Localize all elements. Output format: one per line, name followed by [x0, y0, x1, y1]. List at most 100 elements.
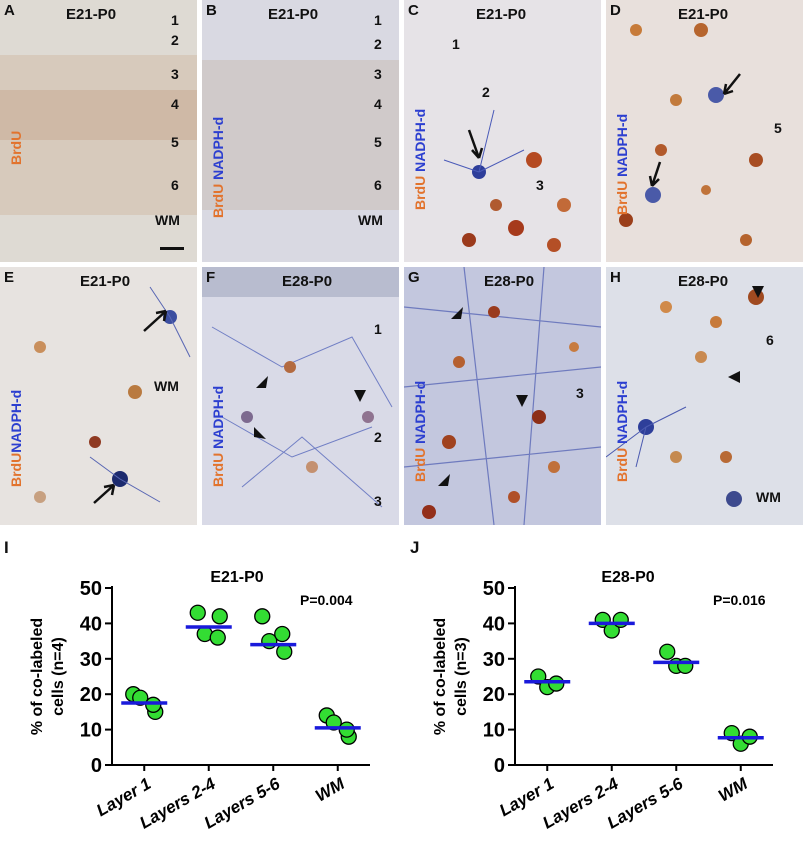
panel-i-label: I — [4, 538, 9, 557]
arrowhead-icon — [254, 427, 266, 439]
data-point — [338, 721, 355, 738]
chart-title: E28-P0 — [601, 569, 654, 586]
y-tick-label: 50 — [80, 578, 102, 600]
panel-e-image — [0, 267, 197, 525]
panel-c-image — [404, 0, 601, 262]
panel-g: G E28-P0 3 BrdU NADPH-d — [404, 267, 601, 525]
y-tick-label: 30 — [80, 649, 102, 671]
stain-label: BrdU NADPH-d — [412, 380, 428, 482]
x-tick-label: WM — [312, 774, 348, 806]
arrowhead-icon — [354, 390, 366, 402]
panel-d-title: E21-P0 — [678, 6, 729, 23]
data-point — [548, 675, 565, 692]
layer-label: 3 — [374, 493, 382, 509]
panel-f: F E28-P0 1 2 3 BrdU NADPH-d — [202, 267, 399, 525]
panel-h: H E28-P0 6 WM BrdU NADPH-d — [606, 267, 803, 525]
data-point — [274, 625, 291, 643]
panel-c-label: C — [408, 2, 419, 19]
stain-label: BrdU NADPH-d — [614, 113, 630, 215]
layer-label: 6 — [374, 177, 382, 193]
stain-label: BrdU — [8, 130, 24, 165]
panel-a-title: E21-P0 — [66, 6, 117, 23]
layer-label: 6 — [766, 332, 774, 348]
panel-f-label: F — [206, 269, 216, 286]
data-point — [209, 629, 226, 646]
panel-f-title: E28-P0 — [282, 273, 333, 290]
layer-label: WM — [756, 489, 781, 505]
y-tick-label: 10 — [483, 720, 505, 742]
stain-label: BrdU NADPH-d — [210, 385, 226, 487]
stain-label: BrdUNADPH-d — [8, 389, 24, 487]
data-point — [254, 608, 271, 625]
panel-d-label: D — [610, 2, 621, 19]
layer-label: 5 — [374, 134, 382, 150]
y-tick-label: 40 — [80, 613, 102, 635]
data-point — [145, 696, 162, 713]
p-value: P=0.016 — [713, 592, 766, 608]
panel-c-title: E21-P0 — [476, 6, 527, 23]
layer-label: 1 — [374, 321, 382, 337]
panel-b-title: E21-P0 — [268, 6, 319, 23]
arrowhead-icon — [752, 286, 764, 298]
y-tick-label: 50 — [483, 578, 505, 600]
panel-f-image — [202, 267, 399, 525]
y-axis-label: cells (n=3) — [453, 637, 470, 716]
layer-label: 5 — [774, 120, 782, 136]
layer-label: 2 — [171, 32, 179, 48]
layer-label: 2 — [482, 84, 490, 100]
panel-a-label: A — [4, 2, 15, 19]
layer-label: WM — [154, 378, 179, 394]
y-tick-label: 10 — [80, 720, 102, 742]
layer-label: 3 — [536, 177, 544, 193]
data-point — [211, 608, 228, 625]
y-axis-label: % of co-labeled — [432, 618, 449, 735]
scale-bar — [160, 247, 184, 250]
layer-label: 3 — [576, 385, 584, 401]
panel-j-label: J — [410, 538, 420, 557]
layer-label: 2 — [374, 429, 382, 445]
arrow-icon — [467, 129, 484, 159]
panel-e-title: E21-P0 — [80, 273, 131, 290]
y-tick-label: 20 — [483, 684, 505, 706]
arrowhead-icon — [438, 474, 450, 486]
arrow-icon — [722, 73, 741, 96]
panel-b: B E21-P0 1 2 3 4 5 6 WM BrdU NADPH-d — [202, 0, 399, 262]
panel-g-label: G — [408, 269, 420, 286]
y-tick-label: 30 — [483, 649, 505, 671]
y-tick-label: 0 — [91, 755, 102, 777]
panel-a-image — [0, 0, 197, 262]
panel-b-image — [202, 0, 399, 262]
layer-label: 4 — [374, 96, 382, 112]
panel-h-image — [606, 267, 803, 525]
y-tick-label: 20 — [80, 684, 102, 706]
panel-d-image — [606, 0, 803, 262]
data-point — [659, 643, 676, 660]
panel-g-title: E28-P0 — [484, 273, 535, 290]
layer-label: 5 — [171, 134, 179, 150]
stain-label: BrdU NADPH-d — [210, 116, 226, 218]
stain-label: BrdU NADPH-d — [412, 108, 428, 210]
data-point — [189, 604, 206, 621]
panel-c: C E21-P0 1 2 3 BrdU NADPH-d — [404, 0, 601, 262]
layer-label: 4 — [171, 96, 179, 112]
panel-a: A E21-P0 1 2 3 4 5 6 WM BrdU — [0, 0, 197, 262]
arrowhead-icon — [728, 371, 740, 383]
arrowhead-icon — [256, 376, 268, 388]
layer-label: 1 — [171, 12, 179, 28]
y-axis-label: cells (n=4) — [50, 637, 67, 716]
arrowhead-icon — [516, 395, 528, 407]
layer-label: 2 — [374, 36, 382, 52]
layer-label: 3 — [171, 66, 179, 82]
panel-e-label: E — [4, 269, 15, 286]
y-tick-label: 0 — [494, 755, 505, 777]
panel-b-label: B — [206, 2, 217, 19]
layer-label: 3 — [374, 66, 382, 82]
panel-g-image — [404, 267, 601, 525]
panel-h-label: H — [610, 269, 621, 286]
x-tick-label: WM — [715, 774, 751, 806]
panel-e: E E21-P0 WM BrdUNADPH-d — [0, 267, 197, 525]
layer-label: 6 — [171, 177, 179, 193]
layer-label: 1 — [374, 12, 382, 28]
